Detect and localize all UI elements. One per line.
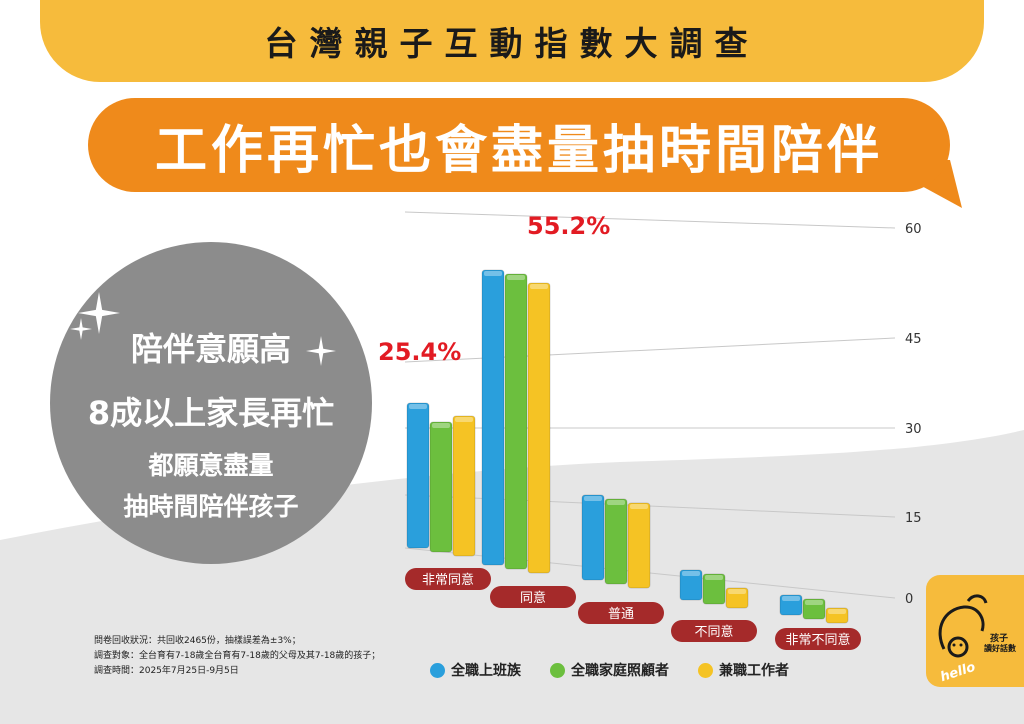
gridline: [404, 211, 896, 229]
bar-highlight: [484, 271, 502, 276]
bar: [825, 607, 849, 624]
bar-highlight: [782, 596, 800, 601]
bar: [702, 573, 726, 605]
bar-highlight: [507, 275, 525, 280]
bar-highlight: [728, 589, 746, 594]
bar: [452, 415, 476, 557]
bar: [504, 273, 528, 570]
bar-highlight: [584, 496, 602, 501]
legend-item-1: 全職家庭照顧者: [550, 660, 669, 680]
callout-line-1: 陪伴意願高: [130, 330, 291, 368]
headline-text: 工作再忙也會盡量抽時間陪伴: [154, 120, 883, 181]
y-tick-label: 45: [905, 332, 922, 347]
bar: [779, 594, 803, 616]
sparkle-icon: [78, 292, 120, 334]
bar-highlight: [705, 575, 723, 580]
y-tick-label: 0: [905, 592, 913, 607]
legend-label: 全職上班族: [451, 663, 521, 679]
survey-note-3: 調查時間：2025年7月25日-9月5日: [94, 666, 239, 676]
survey-note-1: 問卷回收狀況：共回收2465份，抽樣誤差為±3%；: [94, 636, 301, 646]
y-tick-label: 60: [905, 222, 922, 237]
bar-highlight: [828, 609, 846, 614]
sparkle-icon-small: [70, 318, 92, 340]
bar: [604, 498, 628, 585]
category-label: 不同意: [694, 624, 733, 640]
data-annotation: 25.4%: [378, 338, 461, 366]
category-label: 非常同意: [422, 572, 474, 588]
legend-item-0: 全職上班族: [430, 660, 521, 680]
bar: [679, 569, 703, 601]
category-pill: [578, 602, 664, 624]
logo-line-2: 讀好話數: [984, 644, 1016, 653]
category-pill: [405, 568, 491, 590]
bar-highlight: [530, 284, 548, 289]
category-pill: [671, 620, 757, 642]
survey-note-2: 調查對象：全台育有7-18歲全台育有7-18歲的父母及其7-18歲的孩子；: [94, 651, 381, 661]
bar: [481, 269, 505, 566]
parent-child-icon: [938, 594, 988, 658]
category-pill: [490, 586, 576, 608]
callout-line-2: 8成以上家長再忙: [87, 394, 335, 432]
bar-highlight: [409, 404, 427, 409]
bar-highlight: [607, 500, 625, 505]
gridline: [404, 337, 896, 363]
legend-swatch: [550, 662, 565, 678]
bar: [581, 494, 605, 581]
legend-label: 全職家庭照顧者: [571, 663, 669, 679]
banner-title: 台灣親子互動指數大調查: [264, 24, 760, 63]
bar: [406, 402, 430, 549]
data-annotation: 55.2%: [527, 212, 610, 240]
legend-label: 兼職工作者: [719, 663, 789, 679]
legend-item-2: 兼職工作者: [698, 660, 789, 680]
category-label: 普通: [608, 607, 634, 622]
bar-highlight: [455, 417, 473, 422]
bar: [725, 587, 749, 609]
logo-line-1: 孩子: [990, 634, 1009, 644]
bar-highlight: [682, 571, 700, 576]
brand-logo: 孩子 讀好話數 hello: [926, 575, 1024, 687]
top-banner: 台灣親子互動指數大調查: [40, 0, 984, 82]
bar: [627, 502, 651, 589]
category-label: 同意: [520, 590, 546, 606]
bar: [527, 282, 551, 574]
legend-swatch: [698, 662, 713, 678]
legend-swatch: [430, 662, 445, 678]
bar-highlight: [805, 600, 823, 605]
callout-circle: [50, 242, 372, 564]
headline-bubble: 工作再忙也會盡量抽時間陪伴: [88, 98, 950, 192]
y-tick-label: 30: [905, 422, 922, 437]
sparkle-icon-right: [306, 336, 336, 366]
callout-line-3: 都願意盡量: [148, 451, 274, 480]
category-pill: [775, 628, 861, 650]
y-tick-label: 15: [905, 511, 922, 526]
category-label: 非常不同意: [785, 632, 850, 648]
callout-line-4: 抽時間陪伴孩子: [123, 492, 299, 521]
bar: [429, 421, 453, 553]
bar-highlight: [630, 504, 648, 509]
bar: [802, 598, 826, 620]
bar-highlight: [432, 423, 450, 428]
